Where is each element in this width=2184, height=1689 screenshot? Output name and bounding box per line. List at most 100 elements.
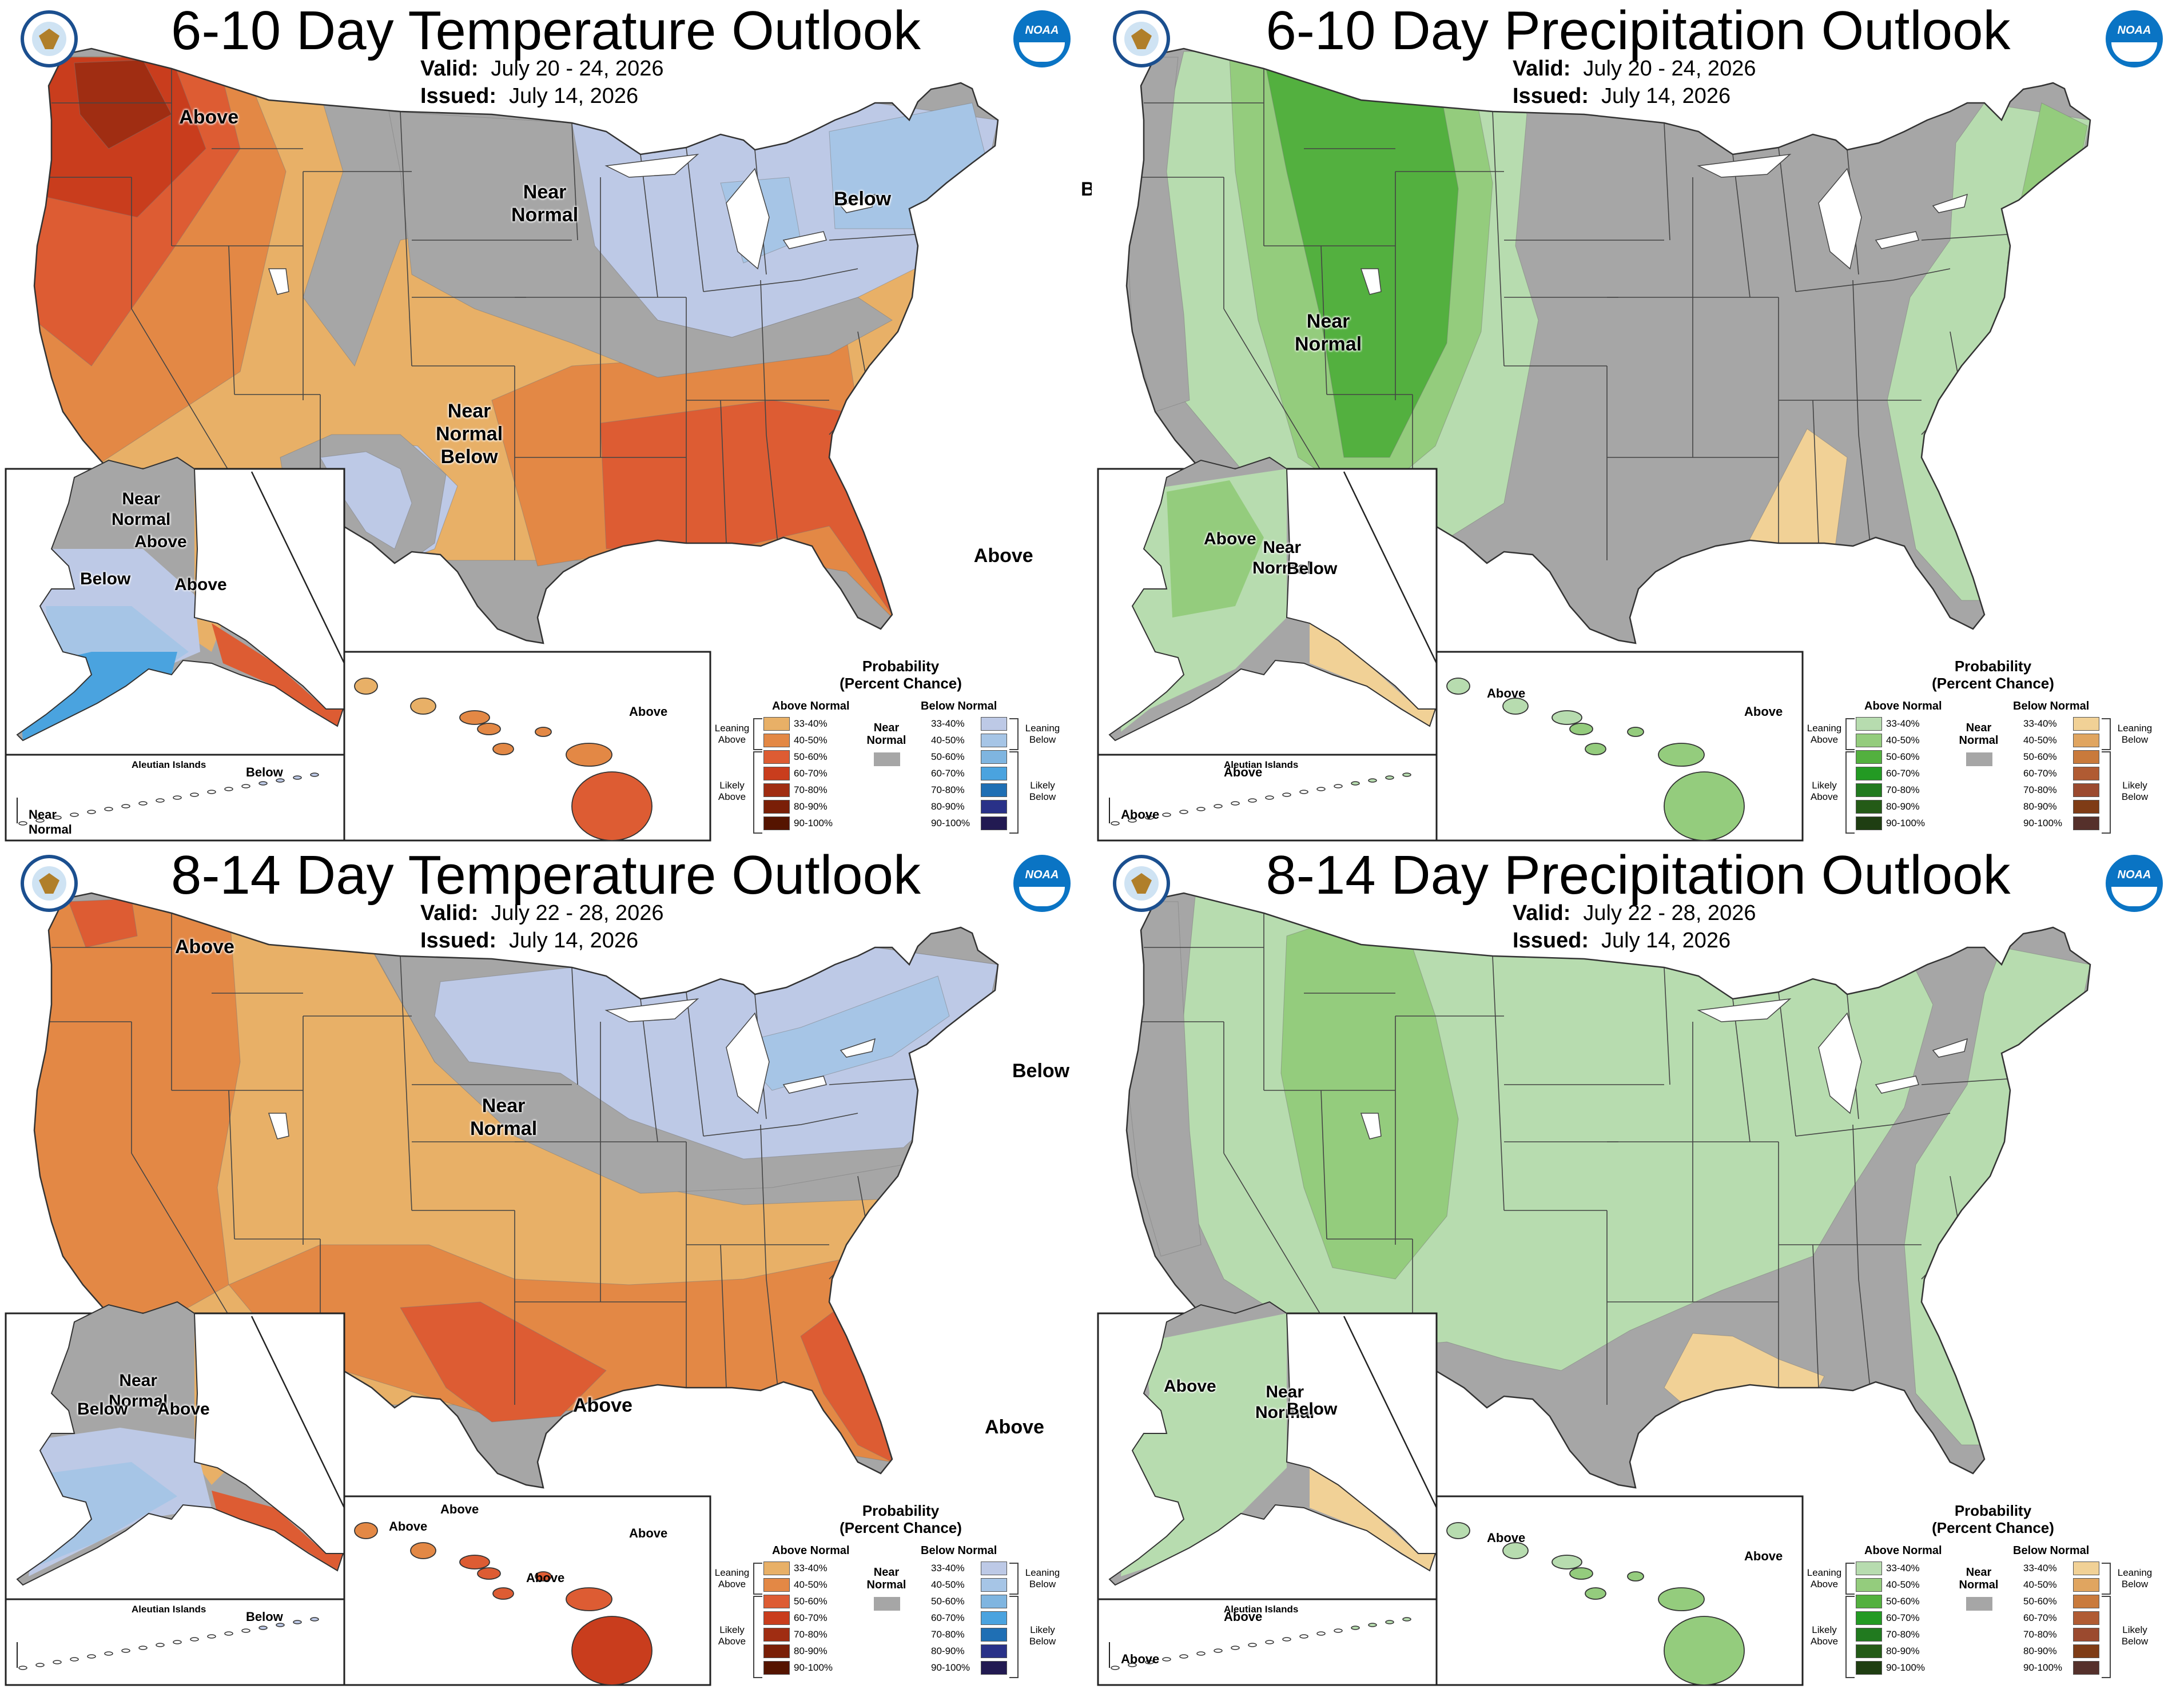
valid-key: Valid: bbox=[420, 57, 479, 81]
alaska-label: Below bbox=[77, 1400, 128, 1419]
aleutian-island bbox=[156, 798, 165, 803]
valid-dates: July 20 - 24, 2026 bbox=[491, 57, 664, 81]
aleutian-island bbox=[258, 781, 268, 786]
valid-line: Valid: July 22 - 28, 2026 bbox=[420, 899, 663, 927]
aleutian-region-label: Below bbox=[246, 765, 283, 779]
probability-legend: Probability (Percent Chance) Above Normal… bbox=[1807, 1502, 2176, 1685]
aleutian-island bbox=[258, 1626, 268, 1630]
hawaii-island bbox=[566, 743, 612, 767]
legend-percent: 80-90% bbox=[794, 801, 828, 812]
state-border bbox=[228, 245, 235, 395]
legend-swatch-above bbox=[1856, 767, 1882, 780]
hawaii-island bbox=[410, 698, 436, 715]
state-border bbox=[1320, 1090, 1327, 1240]
legend-swatch-above bbox=[763, 1578, 790, 1592]
legend-likely-above: Likely Above bbox=[1810, 780, 1839, 802]
legend-brace bbox=[2102, 1596, 2111, 1678]
aleutian-island bbox=[293, 775, 302, 780]
legend-percent: 50-60% bbox=[2023, 751, 2057, 762]
hawaii-region-label: Above bbox=[629, 704, 668, 719]
valid-key: Valid: bbox=[420, 901, 479, 925]
hawaii-island bbox=[1446, 1522, 1470, 1539]
region-label: Above bbox=[175, 935, 234, 958]
aleutian-island bbox=[1196, 1651, 1206, 1656]
legend-percent: 70-80% bbox=[1886, 784, 1920, 795]
legend-leaning-above: Leaning Above bbox=[1807, 1567, 1842, 1590]
great-lake bbox=[1818, 168, 1862, 270]
legend-percent: 60-70% bbox=[794, 768, 828, 779]
legend-swatch-below bbox=[981, 717, 1007, 731]
legend-likely-below: Likely Below bbox=[1029, 780, 1056, 802]
state-border bbox=[1858, 1278, 1871, 1388]
state-border bbox=[640, 998, 658, 1142]
great-lake bbox=[840, 1038, 876, 1058]
noaa-logo-icon: NOAA bbox=[1013, 855, 1071, 912]
legend-percent: 90-100% bbox=[794, 1662, 833, 1673]
hawaii-island bbox=[1569, 723, 1593, 735]
state-border bbox=[1812, 400, 1819, 544]
aleutian-island bbox=[241, 1628, 250, 1633]
legend-percent: 90-100% bbox=[931, 818, 970, 828]
valid-key: Valid: bbox=[1513, 901, 1571, 925]
legend-brace bbox=[1845, 1596, 1855, 1678]
legend-swatch-below bbox=[2073, 1578, 2099, 1592]
region-label: Near Normal bbox=[1295, 310, 1362, 356]
probability-region bbox=[68, 898, 138, 948]
probability-region bbox=[388, 111, 893, 378]
aleutian-island bbox=[1145, 815, 1154, 820]
alaska-label: Near Normal bbox=[112, 489, 171, 529]
alaska-label: Below bbox=[1287, 559, 1338, 578]
state-border bbox=[640, 154, 658, 298]
legend-title: Probability (Percent Chance) bbox=[840, 658, 962, 692]
legend-leaning-above: Leaning Above bbox=[714, 723, 750, 745]
panel-title: 6-10 Day Precipitation Outlook bbox=[1266, 0, 2011, 61]
legend-swatch-near-normal bbox=[874, 752, 900, 766]
legend-likely-below: Likely Below bbox=[1029, 1624, 1056, 1647]
valid-dates: July 20 - 24, 2026 bbox=[1583, 57, 1756, 81]
hawaii-inset bbox=[1435, 651, 1804, 842]
state-border bbox=[1320, 245, 1327, 395]
aleutian-island bbox=[1162, 812, 1171, 817]
great-lake bbox=[1360, 1113, 1382, 1140]
aleutian-island bbox=[276, 778, 285, 783]
aleutian-region-label: Above bbox=[1224, 1610, 1263, 1624]
aleutian-island bbox=[70, 1657, 79, 1662]
hawaii-island bbox=[1446, 678, 1470, 695]
probability-region bbox=[34, 901, 241, 1337]
region-label: Above bbox=[179, 106, 239, 129]
hawaii-island bbox=[459, 710, 490, 725]
aleutian-island bbox=[53, 815, 62, 820]
legend-swatch-below bbox=[2073, 734, 2099, 747]
state-border bbox=[228, 1090, 235, 1240]
state-border bbox=[1852, 1124, 1859, 1280]
hawaii-island bbox=[566, 1587, 612, 1611]
legend-swatch-above bbox=[763, 750, 790, 764]
legend-likely-above: Likely Above bbox=[1810, 1624, 1839, 1647]
legend-swatch-above bbox=[1856, 783, 1882, 797]
state-border bbox=[686, 147, 704, 292]
hawaii-island bbox=[1552, 710, 1582, 725]
hawaii-island bbox=[571, 1616, 653, 1686]
legend-percent: 40-50% bbox=[794, 735, 828, 746]
legend-swatch-below bbox=[2073, 767, 2099, 780]
state-border bbox=[1492, 111, 1505, 367]
legend-leaning-below: Leaning Below bbox=[1025, 723, 1060, 745]
aleutian-island bbox=[1316, 1631, 1326, 1636]
aleutian-island bbox=[1179, 810, 1188, 814]
legend-percent: 70-80% bbox=[931, 784, 965, 795]
aleutian-island bbox=[1316, 787, 1326, 791]
legend-swatch-above bbox=[1856, 1611, 1882, 1625]
region-label: Above bbox=[973, 544, 1033, 567]
state-border bbox=[760, 280, 767, 435]
issued-line: Issued: July 14, 2026 bbox=[420, 927, 638, 954]
aleutian-island bbox=[1196, 807, 1206, 811]
great-lake bbox=[726, 168, 770, 270]
issued-date: July 14, 2026 bbox=[509, 929, 639, 953]
legend-left-heading: Above Normal bbox=[1864, 1544, 1942, 1557]
state-border bbox=[571, 967, 578, 1085]
probability-legend: Probability (Percent Chance) Above Normal… bbox=[1807, 658, 2176, 840]
issued-key: Issued: bbox=[1513, 84, 1589, 108]
alaska-region bbox=[69, 469, 194, 572]
legend-swatch-above bbox=[763, 816, 790, 830]
legend-swatch-above bbox=[1856, 1595, 1882, 1608]
